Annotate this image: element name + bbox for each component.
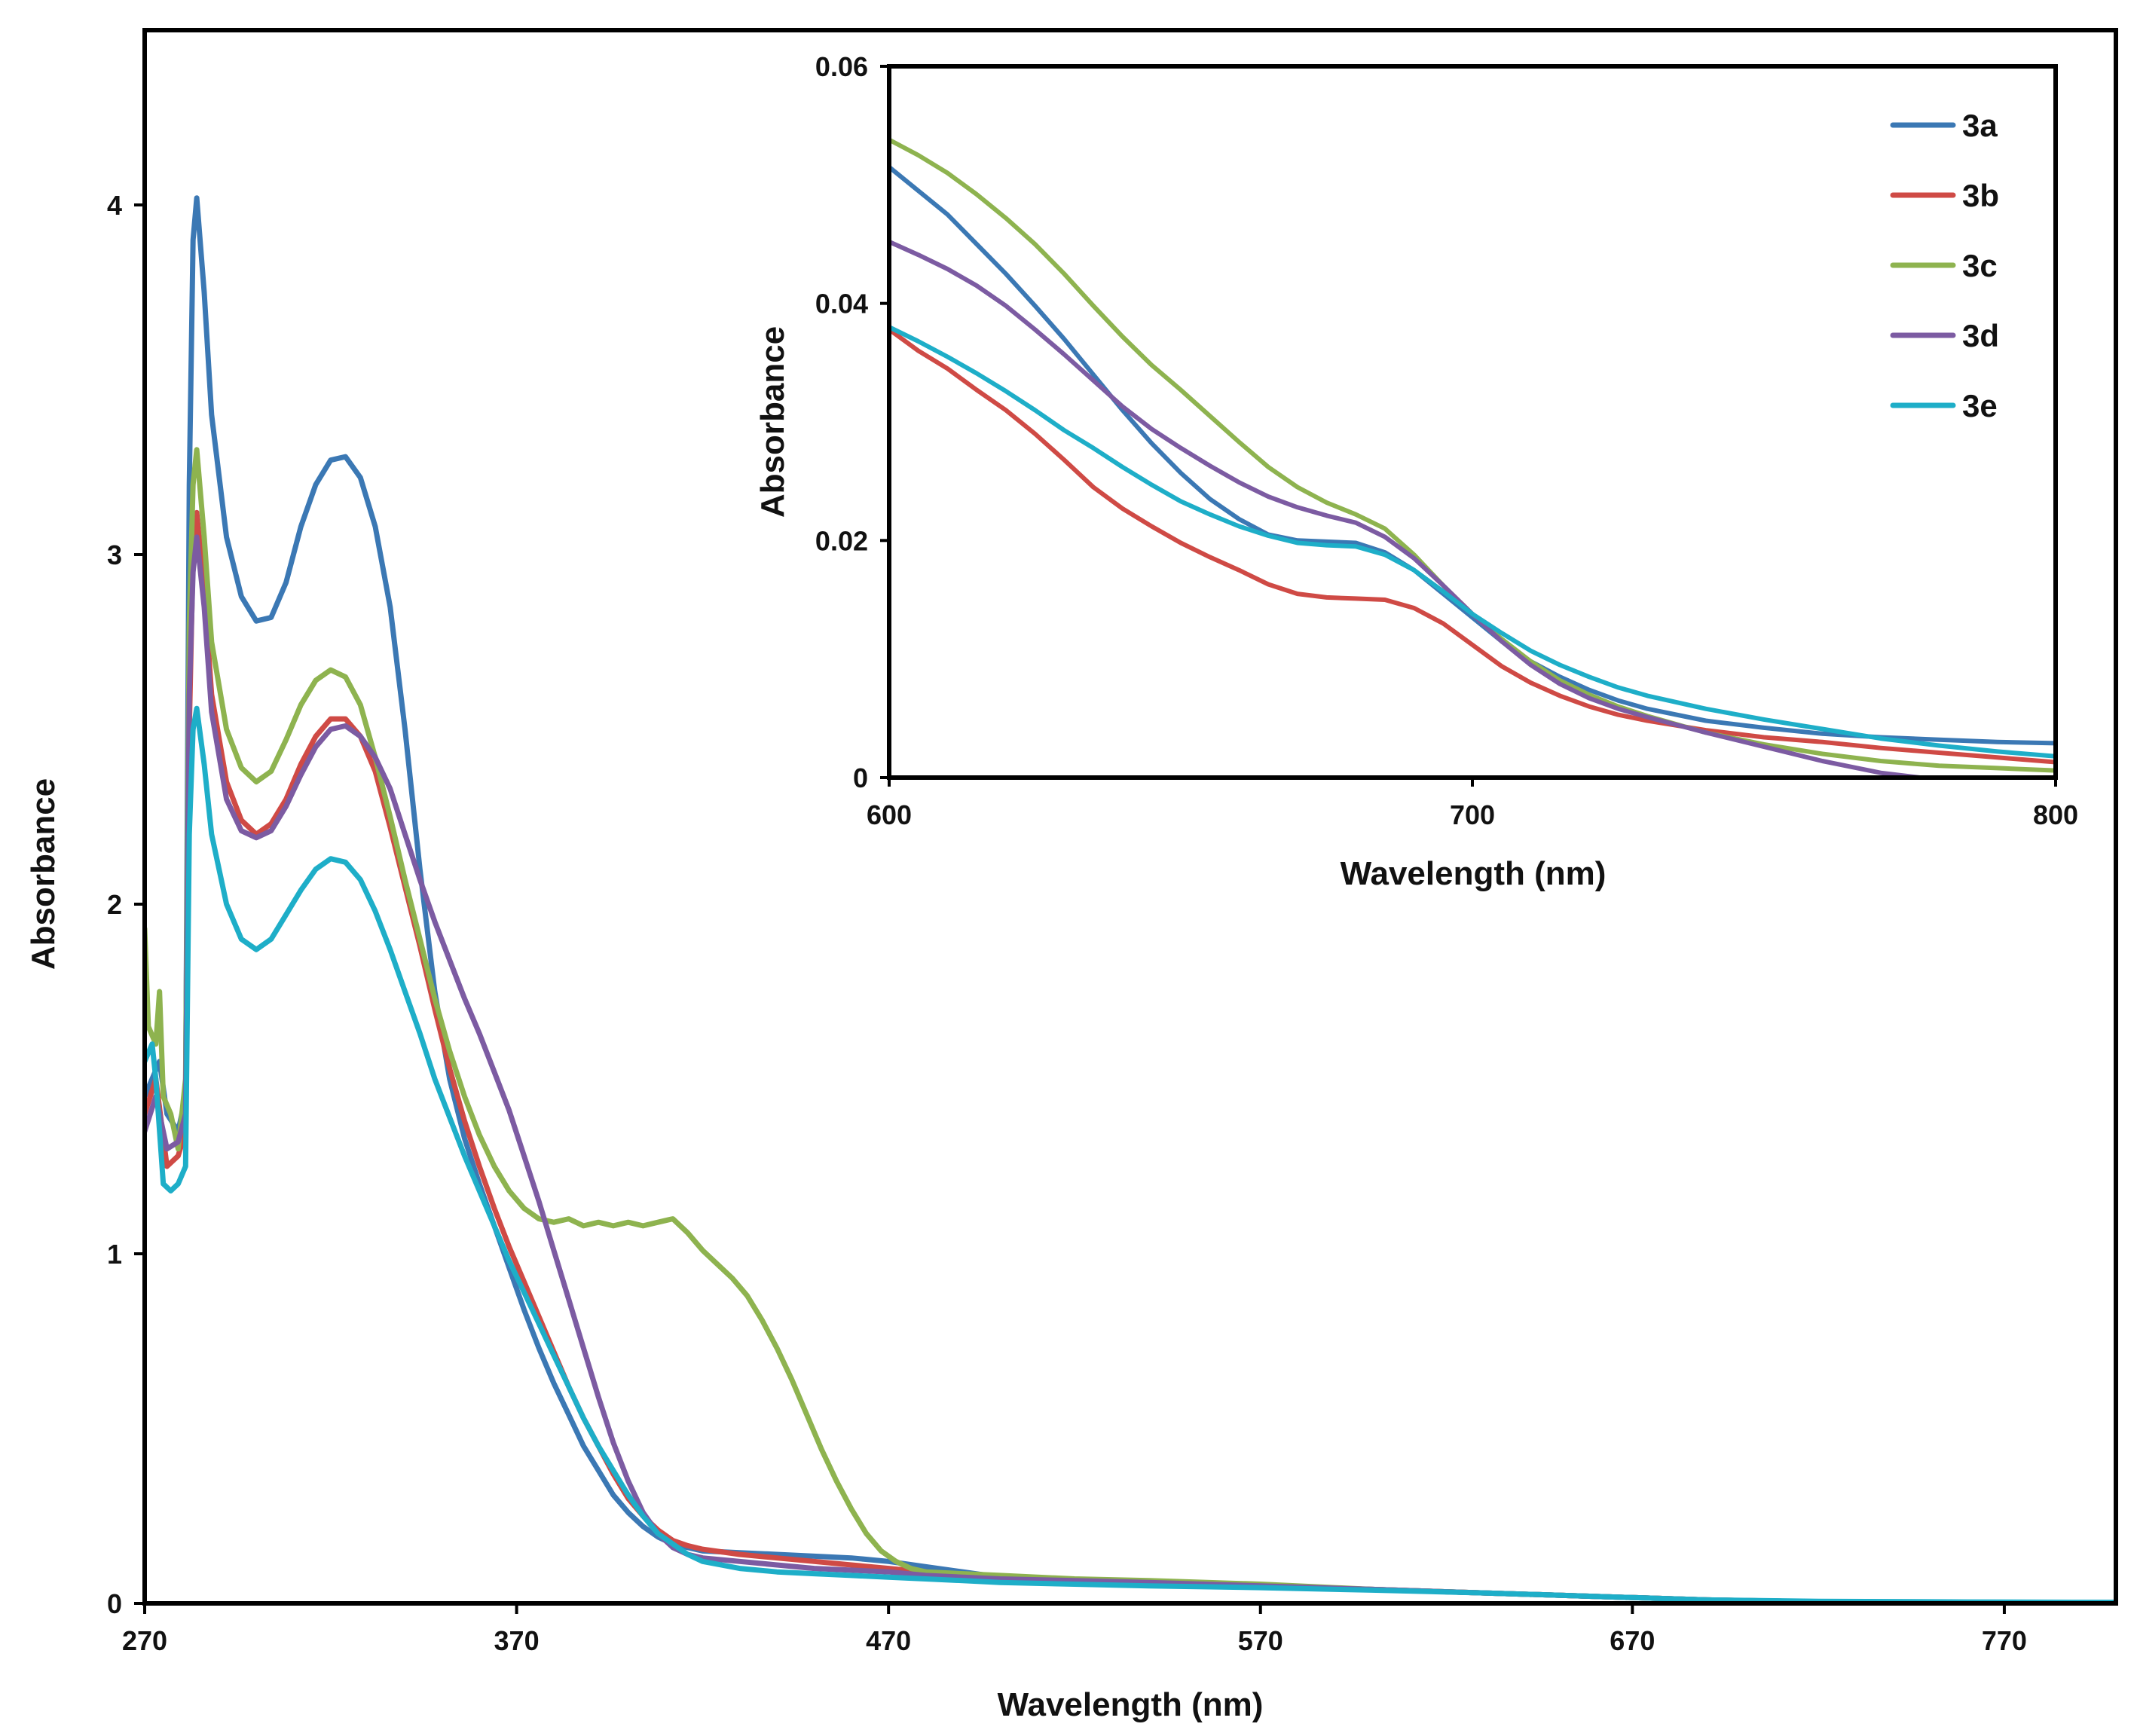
legend-label-3e: 3e [1962,388,1998,423]
inset-x-tick-label: 700 [1450,799,1495,830]
main-x-tick-label: 570 [1238,1625,1283,1656]
main-x-tick-label: 770 [1982,1625,2027,1656]
main-x-axis-title: Wavelength (nm) [998,1686,1264,1723]
legend-label-3a: 3a [1962,108,1998,143]
inset-background [889,66,2056,778]
main-series-3c-line [145,447,2116,1603]
main-x-tick-label: 670 [1610,1625,1655,1656]
inset-tick-group: 600 700 800 0 0.02 0.04 0.06 [815,51,2078,830]
main-series-3d-line [145,534,2116,1603]
inset-series-3b-line [889,327,2056,765]
main-y-tick-label: 2 [107,889,122,920]
inset-x-axis-title: Wavelength (nm) [1341,855,1607,892]
main-tick-group: 270 370 470 570 670 770 0 1 2 3 4 [107,190,2027,1656]
inset-x-tick-label: 600 [867,799,912,830]
inset-y-axis-title: Absorbance [754,326,791,518]
main-series-3e-line [145,705,2116,1603]
inset-y-tick-label: 0 [853,763,868,793]
inset-series-3d-line [889,239,1939,778]
main-y-axis-title: Absorbance [25,778,62,970]
inset-series-3a-line [889,164,2056,746]
inset-series-3e-line [889,325,2056,759]
inset-chart: 600 700 800 0 0.02 0.04 0.06 3a 3b 3c 3d 3e Wavele… [754,51,2078,892]
inset-y-tick-label: 0.04 [815,289,868,319]
main-y-tick-label: 4 [107,190,122,221]
legend-label-3c: 3c [1962,248,1998,283]
main-x-tick-label: 270 [122,1625,167,1656]
main-x-tick-label: 470 [866,1625,911,1656]
main-y-tick-label: 3 [107,539,122,570]
main-y-tick-label: 1 [107,1239,122,1270]
main-x-tick-label: 370 [494,1625,540,1656]
inset-series-group [889,137,2056,778]
legend-label-3d: 3d [1962,318,1999,353]
inset-x-tick-label: 800 [2033,799,2078,830]
main-series-group [145,195,2116,1603]
main-plot-frame [142,28,2118,1606]
main-y-tick-label: 0 [107,1588,122,1619]
legend-label-3b: 3b [1962,178,1999,213]
inset-y-tick-label: 0.06 [815,51,868,82]
inset-y-tick-label: 0.02 [815,525,868,556]
inset-legend: 3a 3b 3c 3d 3e [1890,108,1999,423]
